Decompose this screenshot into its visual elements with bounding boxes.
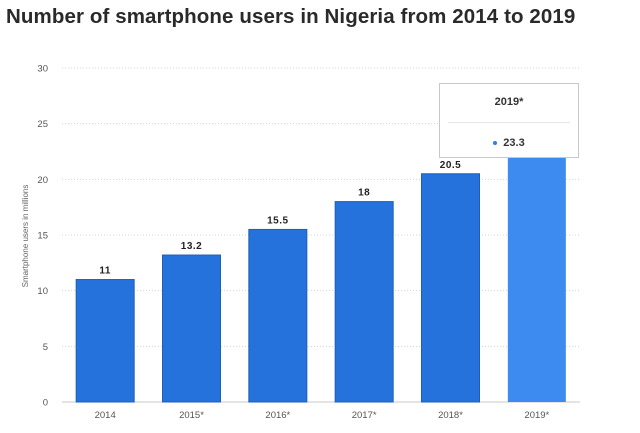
x-tick-label: 2015* — [179, 410, 204, 421]
y-axis-label: Smartphone users in millions — [21, 185, 30, 288]
data-label: 20.5 — [440, 160, 461, 171]
y-tick-label: 15 — [37, 231, 48, 242]
y-tick-labels: 0 5 10 15 20 25 30 — [37, 64, 48, 409]
x-tick-label: 2019* — [524, 410, 549, 421]
y-tick-label: 10 — [37, 286, 48, 297]
bar-2019[interactable] — [507, 142, 566, 403]
tooltip-row: 23.3 — [440, 137, 578, 149]
data-label: 11 — [99, 266, 111, 277]
value-tooltip: 2019* 23.3 — [439, 83, 579, 158]
x-tick-label: 2017* — [352, 410, 377, 421]
gridlines — [62, 67, 580, 403]
tooltip-divider — [448, 122, 570, 123]
y-tick-label: 5 — [43, 342, 48, 353]
x-tick-label: 2016* — [265, 410, 290, 421]
x-tick-labels: 2014 2015* 2016* 2017* 2018* 2019* — [95, 410, 550, 421]
bar-2016[interactable] — [248, 228, 308, 403]
x-tick-label: 2018* — [438, 410, 463, 421]
y-tick-label: 20 — [37, 175, 48, 186]
data-label: 18 — [358, 188, 370, 199]
chart-title: Number of smartphone users in Nigeria fr… — [6, 5, 576, 28]
data-label: 15.5 — [267, 215, 288, 226]
bars — [75, 142, 566, 403]
data-label: 13.2 — [181, 241, 202, 252]
bar-2015[interactable] — [162, 254, 221, 403]
x-tick-label: 2014 — [95, 410, 116, 421]
y-tick-label: 0 — [43, 398, 48, 409]
bar-2018[interactable] — [421, 173, 480, 403]
tooltip-category: 2019* — [494, 96, 524, 108]
y-tick-label: 25 — [37, 119, 48, 130]
y-tick-label: 30 — [37, 64, 48, 75]
tooltip-value: 23.3 — [503, 137, 525, 149]
data-labels: 11 13.2 15.5 18 20.5 — [99, 160, 461, 277]
bar-2014[interactable] — [75, 279, 135, 403]
bar-2017[interactable] — [334, 201, 394, 403]
series-dot-icon — [493, 141, 498, 146]
